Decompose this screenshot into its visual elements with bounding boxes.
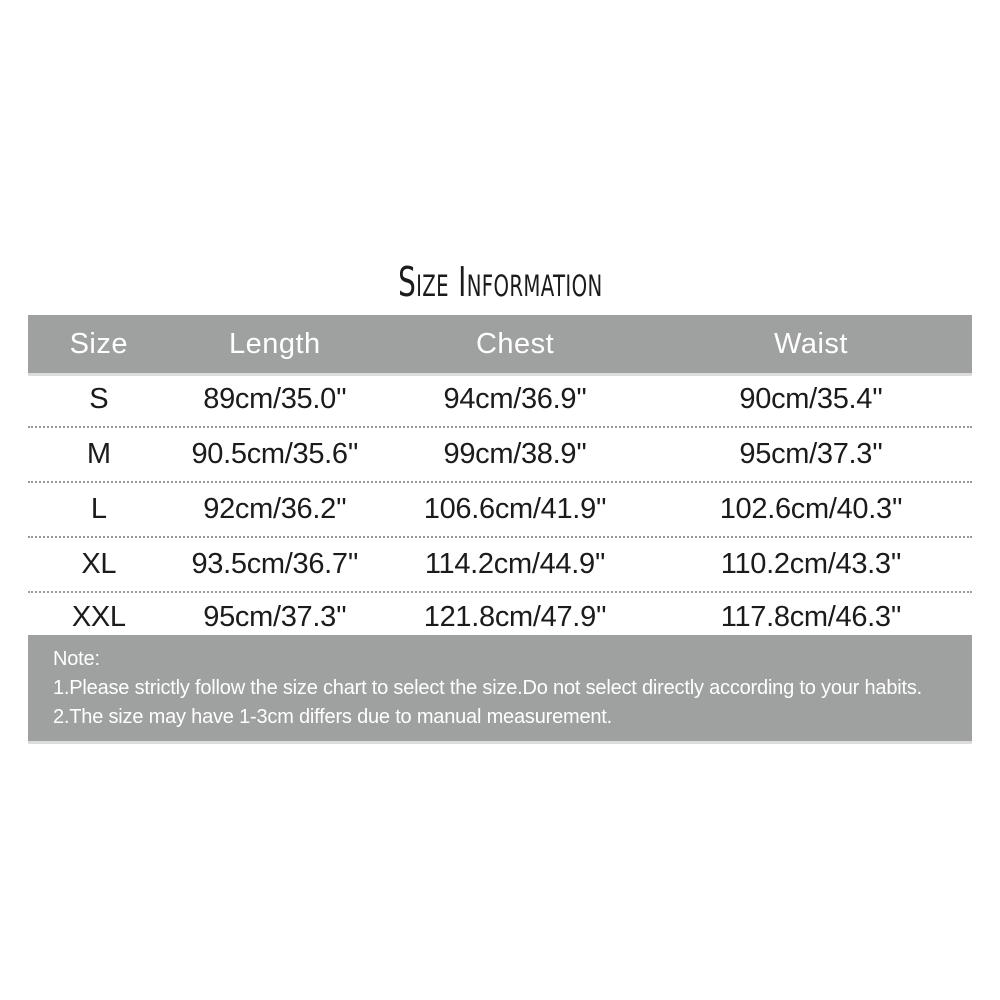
table-row: M 90.5cm/35.6'' 99cm/38.9'' 95cm/37.3'' [28,428,972,483]
note-line-1: 1.Please strictly follow the size chart … [53,677,923,699]
size-cell: M [86,438,111,470]
size-cell: L [90,493,107,525]
note-section: Note: 1.Please strictly follow the size … [28,635,972,741]
table-row: L 92cm/36.2'' 106.6cm/41.9'' 102.6cm/40.… [28,483,972,538]
waist-cell: 117.8cm/46.3'' [720,600,902,633]
chest-cell: 94cm/36.9'' [443,383,587,415]
chest-cell: 114.2cm/44.9'' [424,548,606,580]
size-cell: S [89,383,109,415]
column-header-waist: Waist [774,327,848,360]
chest-cell: 121.8cm/47.9'' [423,600,607,633]
waist-cell: 110.2cm/43.3'' [720,548,902,580]
length-cell: 90.5cm/35.6'' [191,438,359,470]
note-line-2: 2.The size may have 1-3cm differs due to… [53,706,613,728]
chest-cell: 99cm/38.9'' [443,438,587,470]
table-row: S 89cm/35.0'' 94cm/36.9'' 90cm/35.4'' [28,373,972,428]
table-row: XL 93.5cm/36.7'' 114.2cm/44.9'' 110.2cm/… [28,538,972,593]
length-cell: 95cm/37.3'' [203,600,347,633]
page-title: Size Information [0,258,1000,306]
waist-cell: 102.6cm/40.3'' [719,493,903,525]
column-header-chest: Chest [475,327,555,360]
page-title-text: Size Information [397,258,603,306]
length-cell: 92cm/36.2'' [203,493,347,525]
length-cell: 93.5cm/36.7'' [191,548,359,580]
note-heading: Note: [53,648,100,670]
waist-cell: 95cm/37.3'' [739,438,883,470]
waist-cell: 90cm/35.4'' [739,383,883,415]
table-row: XXL 95cm/37.3'' 121.8cm/47.9'' 117.8cm/4… [28,593,972,641]
length-cell: 89cm/35.0'' [203,383,347,415]
size-cell: XXL [71,600,126,633]
column-header-length: Length [228,327,321,360]
chest-cell: 106.6cm/41.9'' [423,493,607,525]
column-header-size: Size [69,327,128,360]
size-table: Size Length Chest Waist S 89cm/35.0'' 94… [28,315,972,641]
table-header-row: Size Length Chest Waist [28,315,972,373]
size-cell: XL [81,548,117,580]
